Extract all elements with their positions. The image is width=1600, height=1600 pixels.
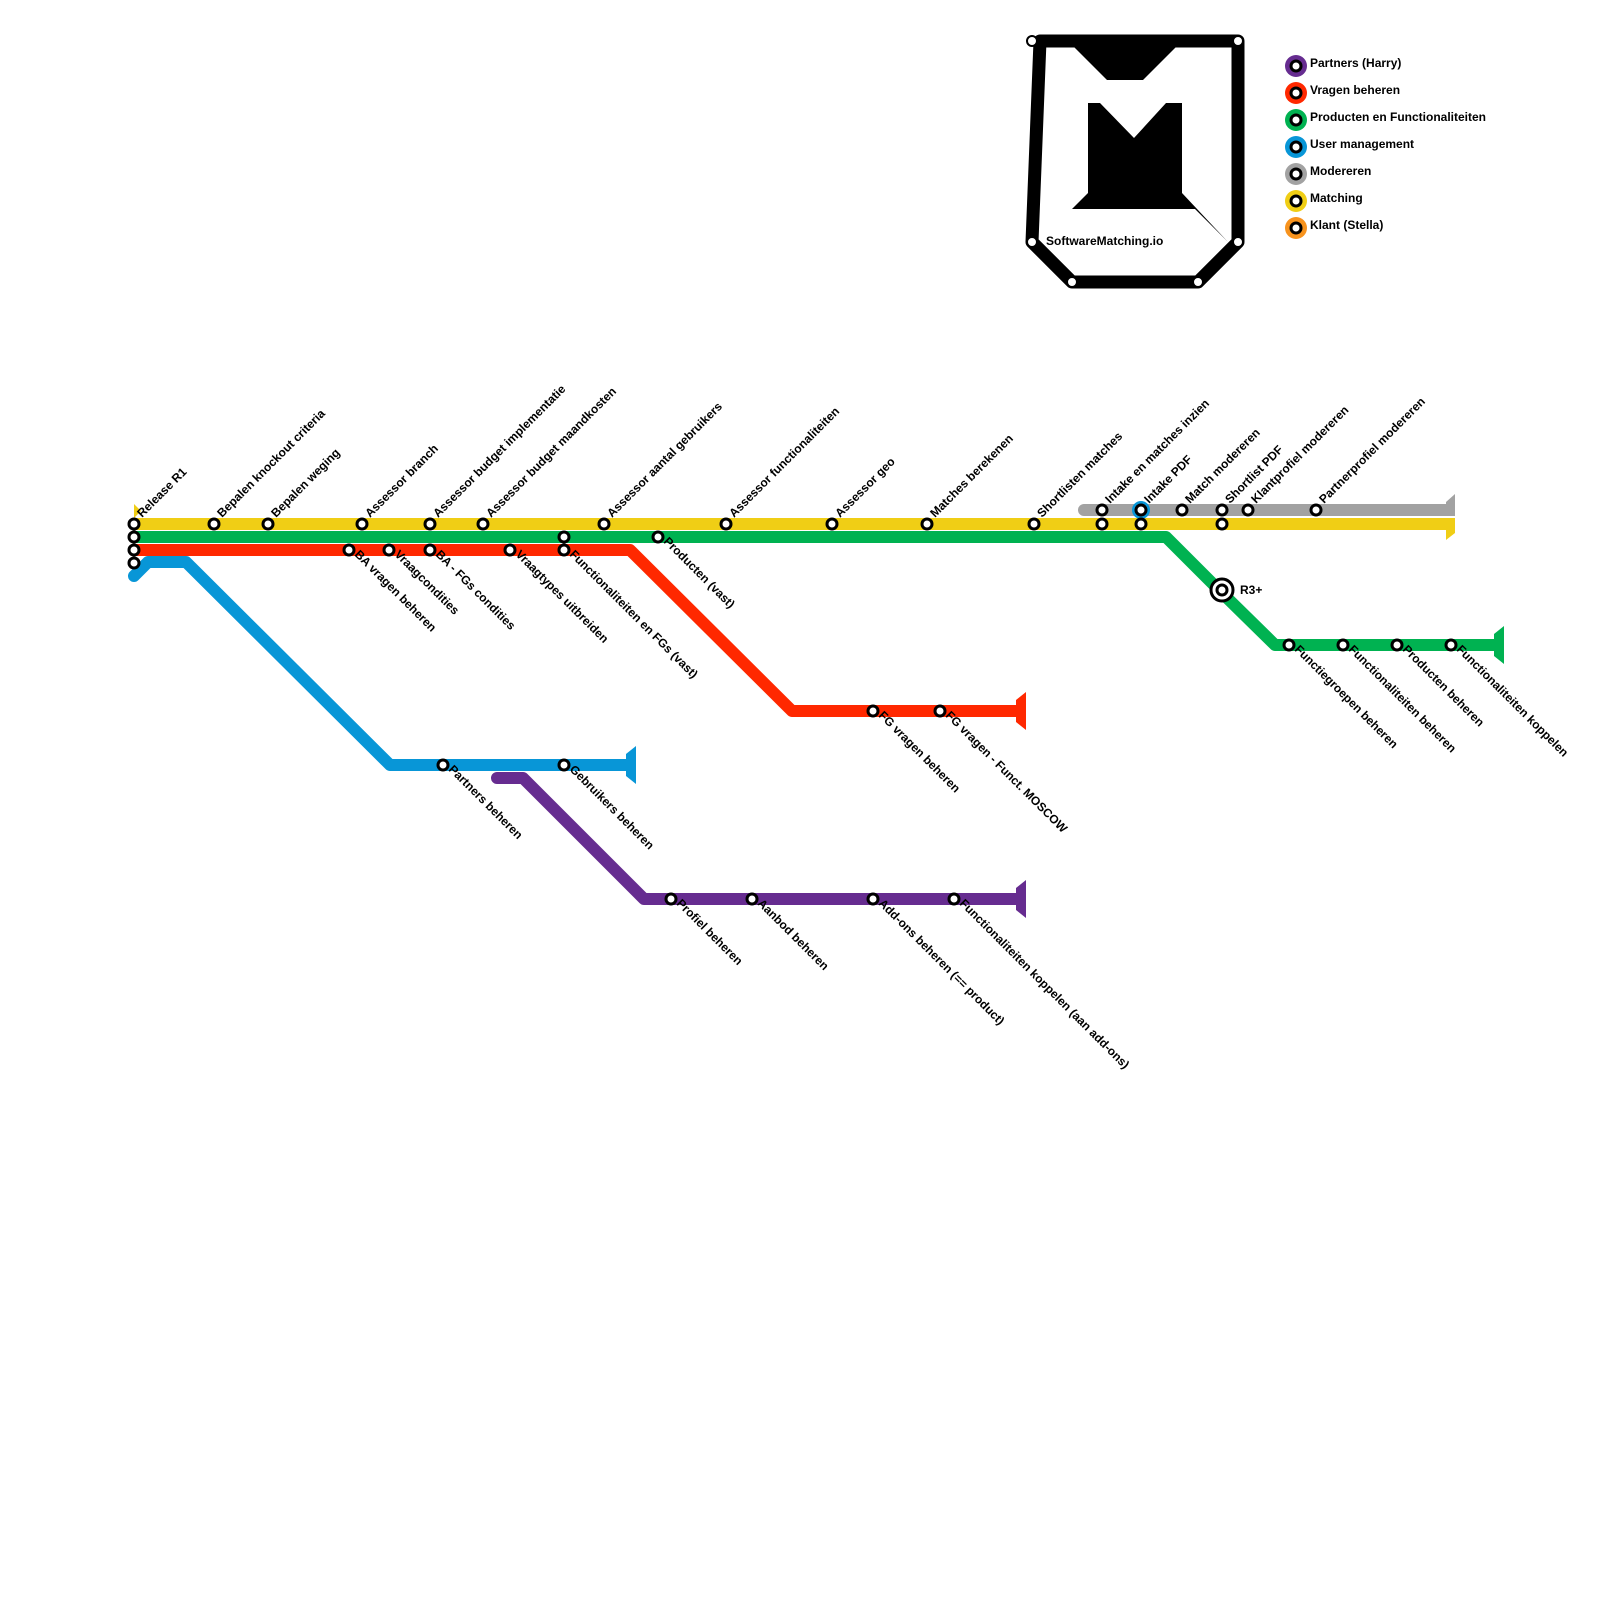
station-functionaliteiten-beheren[interactable]: [1336, 638, 1350, 652]
station-functionaliteiten-koppelen[interactable]: [1444, 638, 1458, 652]
label-functionaliteiten-koppelen: Functionaliteiten koppelen: [1454, 642, 1571, 759]
station-functionaliteiten-koppelen-addons[interactable]: [947, 892, 961, 906]
station-matches-berekenen[interactable]: [920, 517, 934, 531]
label-release-r1: Release R1: [134, 465, 189, 520]
legend-label-partners: Partners (Harry): [1310, 56, 1401, 70]
station-producten-beheren[interactable]: [1390, 638, 1404, 652]
station-release-r1-red[interactable]: [127, 543, 141, 557]
label-assessor-functionaliteiten: Assessor functionaliteiten: [726, 404, 842, 520]
station-fg-vragen-moscow[interactable]: [933, 704, 947, 718]
legend-item-matching: Matching: [1285, 190, 1363, 212]
station-assessor-geo[interactable]: [825, 517, 839, 531]
station-klantprofiel-modereren[interactable]: [1241, 503, 1255, 517]
station-vraagcondities[interactable]: [382, 543, 396, 557]
station-shortlisten-matches[interactable]: [1027, 517, 1041, 531]
legend-item-modereren: Modereren: [1285, 163, 1371, 185]
label-functionaliteiten-koppelen-addons: Functionaliteiten koppelen (aan add-ons): [957, 896, 1132, 1071]
station-ba-vragen-beheren[interactable]: [342, 543, 356, 557]
label-functiegroepen-beheren: Functiegroepen beheren: [1292, 642, 1401, 751]
label-vraagtypes-uitbreiden: Vraagtypes uitbreiden: [513, 547, 612, 646]
label-aanbod-beheren: Aanbod beheren: [755, 896, 832, 973]
station-assessor-branch[interactable]: [355, 517, 369, 531]
legend-station-icon: [1289, 86, 1303, 100]
labels-down: BA vragen beheren Vraagcondities BA - FG…: [352, 534, 1571, 1071]
legend-item-vragen: Vragen beheren: [1285, 82, 1400, 104]
legend: Partners (Harry) Vragen beheren Producten …: [1285, 55, 1486, 239]
label-profiel-beheren: Profiel beheren: [674, 896, 746, 968]
station-intake-pdf-yellow[interactable]: [1134, 517, 1148, 531]
station-functionaliteiten-fgs-vast-green[interactable]: [557, 530, 571, 544]
legend-station-icon: [1289, 113, 1303, 127]
label-bepalen-knockout: Bepalen knockout criteria: [214, 406, 328, 520]
station-ba-fgs-condities[interactable]: [423, 543, 437, 557]
legend-item-partners: Partners (Harry): [1285, 55, 1401, 77]
station-release-r1-blue[interactable]: [127, 556, 141, 570]
line-users: [128, 556, 632, 771]
legend-label-vragen: Vragen beheren: [1310, 83, 1400, 97]
logo-text: SoftwareMatching.io: [1046, 234, 1163, 248]
station-shortlist-pdf-yellow[interactable]: [1215, 517, 1229, 531]
legend-station-icon: [1289, 221, 1303, 235]
station-vraagtypes-uitbreiden[interactable]: [503, 543, 517, 557]
legend-label-matching: Matching: [1310, 191, 1363, 205]
station-gebruikers-beheren[interactable]: [557, 758, 571, 772]
legend-item-users: User management: [1285, 136, 1414, 158]
station-assessor-functionaliteiten[interactable]: [719, 517, 733, 531]
label-assessor-geo: Assessor geo: [832, 455, 898, 521]
legend-station-icon: [1289, 167, 1303, 181]
station-match-modereren[interactable]: [1175, 503, 1189, 517]
station-producten-vast[interactable]: [651, 530, 665, 544]
legend-station-icon: [1289, 194, 1303, 208]
label-assessor-branch: Assessor branch: [362, 441, 441, 520]
legend-label-producten: Producten en Functionaliteiten: [1310, 110, 1486, 124]
label-functionaliteiten-beheren: Functionaliteiten beheren: [1346, 642, 1459, 755]
legend-station-icon: [1289, 140, 1303, 154]
line-terminators: [134, 494, 1504, 918]
line-vragen: [128, 544, 1022, 717]
softwarematching-logo: SoftwareMatching.io: [1025, 34, 1245, 289]
station-addons-beheren[interactable]: [866, 892, 880, 906]
label-r3: R3+: [1240, 583, 1262, 597]
station-aanbod-beheren[interactable]: [745, 892, 759, 906]
station-assessor-budget-maand[interactable]: [476, 517, 490, 531]
label-assessor-aantal: Assessor aantal gebruikers: [604, 399, 725, 520]
label-matches-berekenen: Matches berekenen: [927, 431, 1016, 520]
station-fg-vragen-beheren[interactable]: [866, 704, 880, 718]
station-release-r1[interactable]: [127, 517, 141, 531]
labels-up: Release R1 Bepalen knockout criteria Bep…: [134, 382, 1428, 520]
station-assessor-aantal[interactable]: [597, 517, 611, 531]
station-partnerprofiel-modereren[interactable]: [1309, 503, 1323, 517]
legend-label-users: User management: [1310, 137, 1414, 151]
station-intake-matches-inzien[interactable]: [1095, 503, 1109, 517]
station-profiel-beheren[interactable]: [664, 892, 678, 906]
legend-label-modereren: Modereren: [1310, 164, 1371, 178]
station-bepalen-weging[interactable]: [261, 517, 275, 531]
station-partners-beheren[interactable]: [436, 758, 450, 772]
stations: [127, 503, 1458, 906]
station-functiegroepen-beheren[interactable]: [1282, 638, 1296, 652]
legend-label-klant: Klant (Stella): [1310, 218, 1383, 232]
line-partners: [491, 772, 1022, 905]
legend-item-producten: Producten en Functionaliteiten: [1285, 109, 1486, 131]
station-intake-matches-inzien-yellow[interactable]: [1095, 517, 1109, 531]
label-fg-vragen-moscow: FG vragen - Funct. MOSCOW: [943, 708, 1071, 836]
legend-station-icon: [1289, 59, 1303, 73]
station-functionaliteiten-fgs-vast[interactable]: [557, 543, 571, 557]
station-release-r1-green[interactable]: [127, 530, 141, 544]
station-r3-inner[interactable]: [1215, 583, 1229, 597]
station-shortlist-pdf[interactable]: [1215, 503, 1229, 517]
station-intake-pdf[interactable]: [1134, 503, 1148, 517]
legend-item-klant: Klant (Stella): [1285, 217, 1383, 239]
station-bepalen-knockout[interactable]: [207, 517, 221, 531]
station-assessor-budget-impl[interactable]: [423, 517, 437, 531]
